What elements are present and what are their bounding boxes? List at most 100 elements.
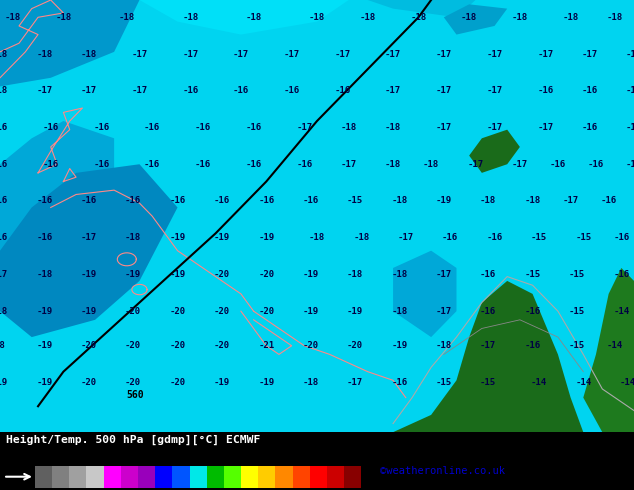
Text: -18: -18: [385, 160, 401, 169]
Text: -17: -17: [233, 49, 249, 58]
Text: -16: -16: [214, 196, 230, 205]
Text: -16: -16: [125, 196, 141, 205]
Text: -14: -14: [619, 378, 634, 387]
Text: -19: -19: [214, 378, 230, 387]
Text: -18: -18: [36, 270, 53, 279]
Polygon shape: [583, 268, 634, 432]
Bar: [103, 466, 121, 488]
Text: -17: -17: [340, 160, 357, 169]
Text: -16: -16: [195, 123, 211, 132]
Bar: [35, 466, 52, 488]
Text: -17: -17: [347, 378, 363, 387]
Text: -16: -16: [588, 160, 604, 169]
Text: -19: -19: [302, 270, 319, 279]
Text: -18: -18: [125, 233, 141, 242]
Bar: [138, 466, 155, 488]
Text: -15: -15: [569, 341, 585, 350]
Text: -19: -19: [302, 307, 319, 316]
Text: -15: -15: [569, 307, 585, 316]
Text: -17: -17: [512, 160, 528, 169]
Bar: [52, 466, 69, 488]
Text: -16: -16: [486, 233, 503, 242]
Text: -17: -17: [436, 307, 452, 316]
Text: -19: -19: [214, 233, 230, 242]
Text: -20: -20: [214, 270, 230, 279]
Text: -20: -20: [258, 270, 275, 279]
Text: -17: -17: [486, 123, 503, 132]
Text: -16: -16: [93, 160, 110, 169]
Text: 560: 560: [127, 390, 145, 400]
Text: -16: -16: [245, 123, 262, 132]
Text: -19: -19: [258, 378, 275, 387]
Text: -16: -16: [334, 86, 351, 95]
Text: -18: -18: [512, 13, 528, 22]
Text: -17: -17: [537, 123, 553, 132]
Bar: [275, 466, 293, 488]
Text: -19: -19: [436, 196, 452, 205]
Polygon shape: [368, 0, 476, 17]
Text: -17: -17: [131, 86, 148, 95]
Text: -16: -16: [283, 86, 300, 95]
Text: -18: -18: [480, 196, 496, 205]
Text: -17: -17: [398, 233, 414, 242]
Bar: [344, 466, 361, 488]
Bar: [327, 466, 344, 488]
Text: -19: -19: [36, 378, 53, 387]
Polygon shape: [0, 0, 139, 86]
Text: -16: -16: [626, 160, 634, 169]
Text: -20: -20: [214, 341, 230, 350]
Bar: [241, 466, 258, 488]
Text: -16: -16: [480, 307, 496, 316]
Text: -18: -18: [55, 13, 72, 22]
Text: -20: -20: [125, 341, 141, 350]
Text: -15: -15: [347, 196, 363, 205]
Text: -16: -16: [0, 196, 8, 205]
Text: -16: -16: [442, 233, 458, 242]
Text: -16: -16: [36, 196, 53, 205]
Text: -16: -16: [258, 196, 275, 205]
Text: -17: -17: [182, 49, 198, 58]
Bar: [155, 466, 172, 488]
Text: -16: -16: [302, 196, 319, 205]
Text: -20: -20: [302, 341, 319, 350]
Text: -18: -18: [410, 13, 427, 22]
Text: -18: -18: [182, 13, 198, 22]
Text: -18: -18: [391, 270, 408, 279]
Text: -17: -17: [486, 49, 503, 58]
Text: -18: -18: [81, 49, 97, 58]
Text: -17: -17: [334, 49, 351, 58]
Text: -17: -17: [81, 86, 97, 95]
Text: -18: -18: [36, 49, 53, 58]
Bar: [310, 466, 327, 488]
Text: -18: -18: [524, 196, 541, 205]
Polygon shape: [139, 0, 349, 35]
Text: -19: -19: [169, 233, 186, 242]
Text: -16: -16: [36, 233, 53, 242]
Text: -18: -18: [0, 86, 8, 95]
Text: -19: -19: [169, 270, 186, 279]
Text: -16: -16: [42, 123, 59, 132]
Text: -17: -17: [480, 341, 496, 350]
Text: -17: -17: [436, 86, 452, 95]
Text: -16: -16: [0, 233, 8, 242]
Text: -21: -21: [258, 341, 275, 350]
Polygon shape: [0, 121, 114, 302]
Text: -20: -20: [81, 341, 97, 350]
Text: -15: -15: [531, 233, 547, 242]
Text: Height/Temp. 500 hPa [gdmp][°C] ECMWF: Height/Temp. 500 hPa [gdmp][°C] ECMWF: [6, 435, 261, 445]
Text: -16: -16: [613, 233, 630, 242]
Text: -17: -17: [385, 49, 401, 58]
Text: -16: -16: [391, 378, 408, 387]
Text: -19: -19: [258, 233, 275, 242]
Text: -20: -20: [258, 307, 275, 316]
Text: Mo 23-09-2024 12:00 UTC (06+06): Mo 23-09-2024 12:00 UTC (06+06): [380, 435, 593, 445]
Text: -18: -18: [461, 13, 477, 22]
Text: -16: -16: [613, 270, 630, 279]
Text: -20: -20: [169, 307, 186, 316]
Text: -17: -17: [626, 49, 634, 58]
Text: -16: -16: [245, 160, 262, 169]
Polygon shape: [393, 251, 456, 337]
Text: -17: -17: [283, 49, 300, 58]
Text: -18: -18: [347, 270, 363, 279]
Text: -18: -18: [4, 13, 21, 22]
